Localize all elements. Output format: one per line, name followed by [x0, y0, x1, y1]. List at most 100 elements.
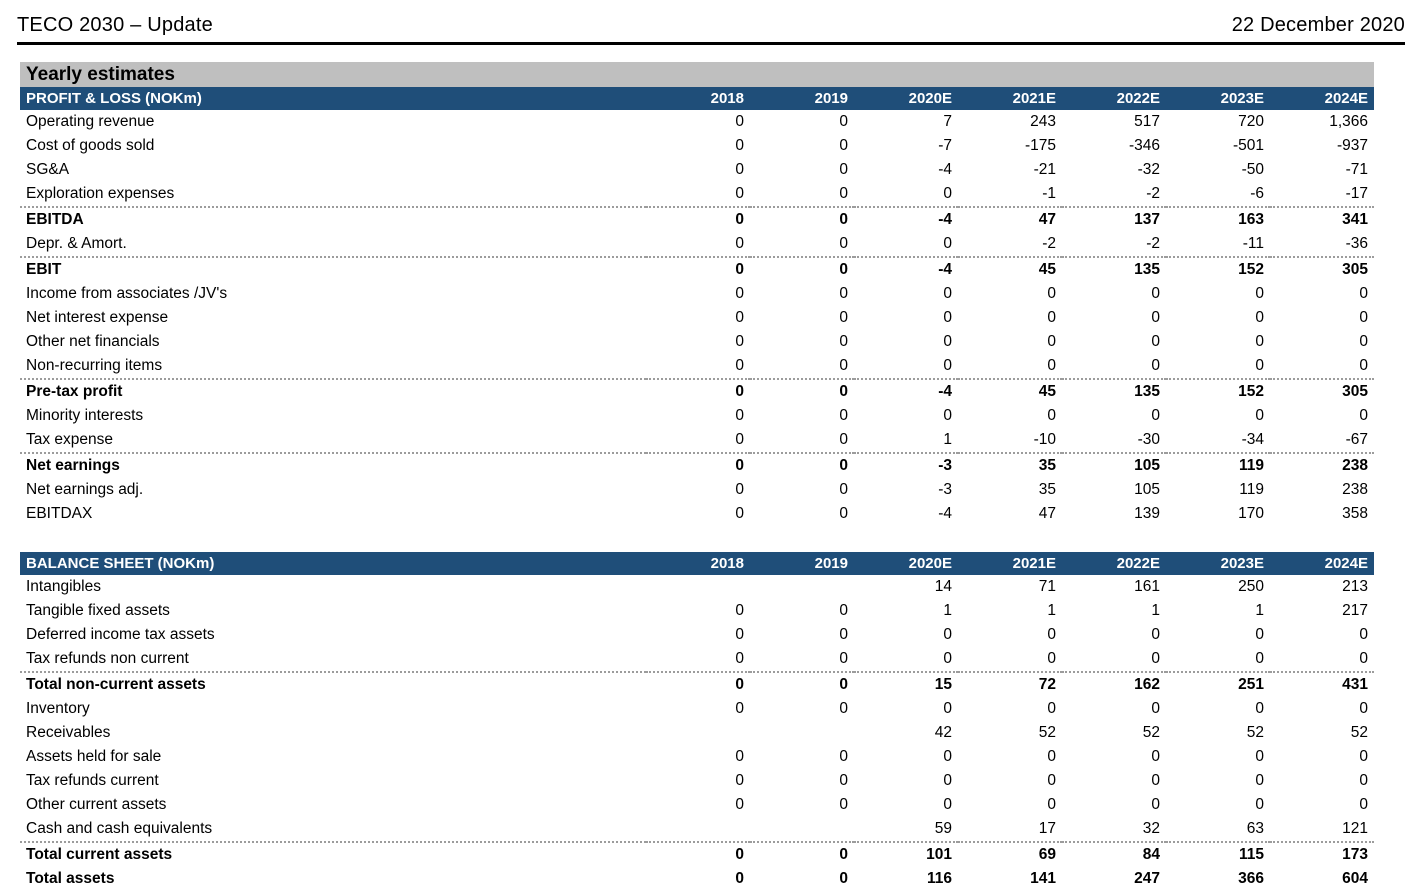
cell-value: 0	[735, 333, 744, 350]
cell-value: 0	[1255, 700, 1264, 717]
cell-value: 0	[735, 407, 744, 424]
cell-value: 14	[934, 578, 952, 595]
cell-value: 1	[943, 602, 952, 619]
cell-value: 0	[1151, 626, 1160, 643]
cell-value: 0	[1151, 748, 1160, 765]
cell-value: 0	[839, 748, 848, 765]
cell-value: 1,366	[1329, 113, 1368, 130]
cell-value: 0	[735, 431, 744, 448]
table-row: Deferred income tax assets 0 0 0 0 0 0 0	[20, 623, 1374, 647]
row-label: Tax refunds non current	[26, 650, 189, 667]
table-title: BALANCE SHEET (NOKm)	[20, 552, 646, 575]
cell-value: 0	[839, 602, 848, 619]
cell-value: -346	[1128, 137, 1160, 154]
table-row: Tax refunds non current 0 0 0 0 0 0 0	[20, 647, 1374, 672]
cell-value: 366	[1238, 870, 1264, 887]
cell-value: 0	[646, 378, 750, 404]
cell-value: -34	[1241, 431, 1264, 448]
cell-value: 0	[839, 285, 848, 302]
cell-value: 0	[735, 235, 744, 252]
cell-value: 517	[1134, 113, 1160, 130]
cell-value: -4	[854, 378, 958, 404]
cell-value: 173	[1270, 841, 1374, 867]
cell-value: 15	[854, 671, 958, 697]
row-label: Deferred income tax assets	[26, 626, 215, 643]
cell-value: 0	[1359, 650, 1368, 667]
cell-value: 0	[1359, 333, 1368, 350]
row-label: Income from associates /JV's	[26, 285, 228, 302]
profit-loss-table: PROFIT & LOSS (NOKm) 2018 2019 2020E 202…	[20, 87, 1374, 526]
cell-value: -17	[1345, 185, 1368, 202]
balance-sheet-table: BALANCE SHEET (NOKm) 2018 2019 2020E 202…	[20, 552, 1374, 891]
cell-value: -10	[1033, 431, 1056, 448]
row-label: Cost of goods sold	[26, 137, 155, 154]
cell-value: 0	[839, 481, 848, 498]
table-row: Assets held for sale 0 0 0 0 0 0 0	[20, 745, 1374, 769]
cell-value: 604	[1342, 870, 1368, 887]
cell-value: 35	[1038, 481, 1056, 498]
cell-value: 0	[1047, 407, 1056, 424]
table-row: Receivables 42 52 52 52 52	[20, 721, 1374, 745]
cell-value: 0	[1359, 407, 1368, 424]
table-row: Tax expense 0 0 1 -10 -30 -34 -67	[20, 428, 1374, 453]
cell-value: 115	[1166, 841, 1270, 867]
cell-value: 162	[1062, 671, 1166, 697]
cell-value: 0	[1047, 650, 1056, 667]
row-label: Receivables	[26, 724, 111, 741]
section-title-band: Yearly estimates	[20, 62, 1374, 87]
cell-value: 0	[943, 235, 952, 252]
cell-value: 0	[1359, 357, 1368, 374]
page-header: TECO 2030 – Update 22 December 2020	[17, 14, 1405, 45]
cell-value: -30	[1137, 431, 1160, 448]
cell-value: 52	[1350, 724, 1368, 741]
row-label: Net earnings	[20, 452, 646, 478]
column-header: 2018	[646, 552, 750, 575]
cell-value: 358	[1342, 505, 1368, 522]
column-header: 2018	[646, 87, 750, 110]
row-label: SG&A	[26, 161, 70, 178]
row-label: Cash and cash equivalents	[26, 820, 213, 837]
cell-value: 0	[839, 309, 848, 326]
cell-value: 0	[1359, 700, 1368, 717]
cell-value: 105	[1062, 452, 1166, 478]
cell-value: 0	[1359, 748, 1368, 765]
cell-value: 247	[1134, 870, 1160, 887]
column-header: 2020E	[854, 87, 958, 110]
cell-value: 0	[839, 113, 848, 130]
table-row: Total current assets 0 0 101 69 84 115 173	[20, 841, 1374, 867]
cell-value: 170	[1238, 505, 1264, 522]
table-row: Cost of goods sold 0 0 -7 -175 -346 -501 -937	[20, 134, 1374, 158]
row-label: EBITDAX	[26, 505, 93, 522]
cell-value: 0	[1151, 796, 1160, 813]
cell-value: -4	[854, 206, 958, 232]
cell-value: 0	[646, 206, 750, 232]
cell-value: 0	[1255, 357, 1264, 374]
cell-value: -3	[854, 452, 958, 478]
cell-value: 72	[958, 671, 1062, 697]
cell-value: 1	[943, 431, 952, 448]
cell-value: 42	[934, 724, 952, 741]
cell-value: 0	[839, 626, 848, 643]
cell-value: 0	[943, 700, 952, 717]
table-row: Cash and cash equivalents 59 17 32 63 121	[20, 817, 1374, 842]
cell-value: 0	[646, 256, 750, 282]
cell-value: 0	[839, 772, 848, 789]
cell-value: 135	[1062, 378, 1166, 404]
row-label: Intangibles	[26, 578, 101, 595]
profit-loss-header-row: PROFIT & LOSS (NOKm) 2018 2019 2020E 202…	[20, 87, 1374, 110]
cell-value: 119	[1166, 452, 1270, 478]
cell-value: 0	[943, 626, 952, 643]
cell-value: 0	[839, 407, 848, 424]
cell-value: 0	[735, 185, 744, 202]
cell-value: -36	[1345, 235, 1368, 252]
cell-value: -50	[1241, 161, 1264, 178]
cell-value: 213	[1342, 578, 1368, 595]
cell-value: 52	[1246, 724, 1264, 741]
cell-value: 0	[1047, 796, 1056, 813]
cell-value: -21	[1033, 161, 1056, 178]
cell-value: -2	[1042, 235, 1056, 252]
cell-value: 0	[943, 748, 952, 765]
cell-value: -175	[1024, 137, 1056, 154]
report-date: 22 December 2020	[1231, 14, 1405, 36]
row-label: Total current assets	[20, 841, 646, 867]
